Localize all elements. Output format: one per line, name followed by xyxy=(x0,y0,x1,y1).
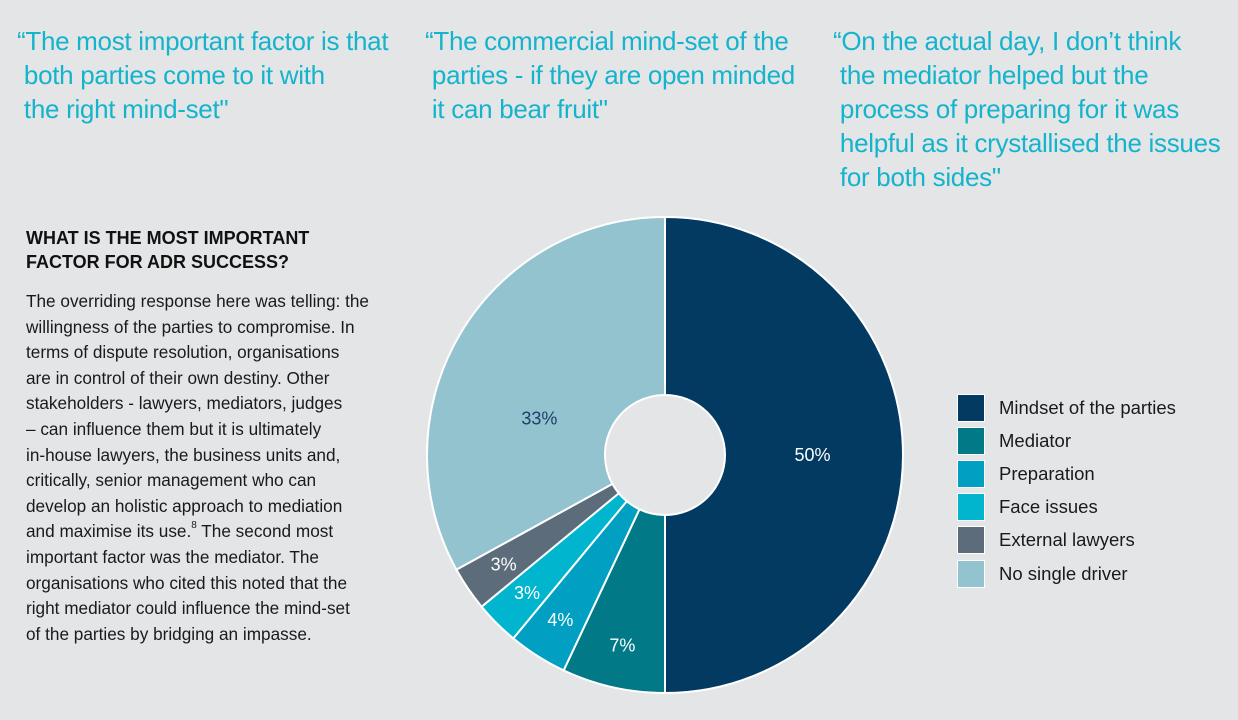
legend-item: External lawyers xyxy=(957,524,1176,557)
pie-slice-mindset-of-the-parties xyxy=(664,215,904,695)
pie-label: 50% xyxy=(795,445,831,465)
legend-label: External lawyers xyxy=(999,529,1135,551)
legend-label: Mindset of the parties xyxy=(999,396,1176,418)
legend-item: Mindset of the parties xyxy=(957,391,1176,424)
pie-label: 4% xyxy=(547,610,573,630)
pie-label: 3% xyxy=(491,555,517,575)
quote-2: “The commercial mind-set of the parties … xyxy=(425,26,795,124)
legend-swatch xyxy=(957,393,985,422)
legend-swatch xyxy=(957,526,985,555)
legend-item: Preparation xyxy=(957,457,1176,490)
section-heading: WHAT IS THE MOST IMPORTANT FACTOR FOR AD… xyxy=(26,228,310,272)
pie-slice-no-single-driver xyxy=(426,215,666,572)
quote-3: “On the actual day, I don’t think the me… xyxy=(833,26,1221,192)
legend-item: Mediator xyxy=(957,424,1176,457)
pie-label: 33% xyxy=(521,408,557,428)
legend-item: Face issues xyxy=(957,491,1176,524)
legend-label: No single driver xyxy=(999,562,1128,584)
legend-swatch xyxy=(957,459,985,488)
pie-label: 3% xyxy=(514,583,540,603)
section-body: The overriding response here was telling… xyxy=(26,289,416,647)
legend-swatch xyxy=(957,559,985,588)
legend-item: No single driver xyxy=(957,557,1176,590)
body-text-part-1: The overriding response here was telling… xyxy=(26,291,369,542)
legend-swatch xyxy=(957,426,985,455)
legend-label: Mediator xyxy=(999,429,1071,451)
pie-labels: 50% 7% 4% 3% 3% 33% xyxy=(491,408,831,655)
footnote-marker[interactable]: 8 xyxy=(191,520,197,532)
pie-label: 7% xyxy=(609,635,635,655)
body-text-part-2: The second most important factor was the… xyxy=(26,521,350,644)
pie-slices xyxy=(426,215,904,695)
legend-label: Face issues xyxy=(999,496,1098,518)
quote-1: “The most important factor is that both … xyxy=(17,26,389,124)
chart-legend: Mindset of the parties Mediator Preparat… xyxy=(957,391,1176,590)
legend-label: Preparation xyxy=(999,462,1095,484)
legend-swatch xyxy=(957,493,985,522)
